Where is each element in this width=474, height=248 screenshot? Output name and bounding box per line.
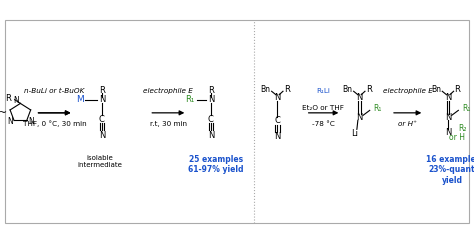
Text: 25 examples
61-97% yield: 25 examples 61-97% yield	[188, 155, 244, 174]
Text: Bn: Bn	[431, 85, 441, 94]
Text: R₁: R₁	[462, 104, 470, 113]
Text: N: N	[99, 131, 105, 140]
Text: C: C	[99, 115, 105, 124]
Text: R₁: R₁	[373, 104, 382, 113]
Text: N: N	[445, 128, 451, 137]
Text: N: N	[28, 117, 34, 126]
Text: N: N	[208, 131, 214, 140]
Text: 16 examples
23%-quant.
yield: 16 examples 23%-quant. yield	[426, 155, 474, 185]
Text: R: R	[208, 86, 214, 95]
Text: -78 °C: -78 °C	[312, 121, 335, 127]
Text: N: N	[14, 96, 19, 105]
Text: THF, 0 °C, 30 min: THF, 0 °C, 30 min	[23, 121, 86, 127]
Text: R: R	[6, 94, 11, 103]
Text: N: N	[8, 117, 13, 126]
Text: isolable
intermediate: isolable intermediate	[77, 155, 122, 168]
Text: C: C	[208, 115, 214, 124]
Text: R₁: R₁	[185, 95, 194, 104]
Text: Et₂O or THF: Et₂O or THF	[302, 105, 344, 111]
Text: N: N	[99, 95, 105, 104]
Text: electrophile E: electrophile E	[143, 88, 193, 93]
Text: R: R	[99, 86, 105, 95]
Text: n-BuLi or t-BuOK: n-BuLi or t-BuOK	[24, 88, 85, 93]
Text: N: N	[274, 132, 281, 141]
Text: electrophile E: electrophile E	[383, 88, 433, 93]
Text: C: C	[274, 116, 280, 125]
Text: N: N	[445, 93, 451, 102]
Text: R: R	[455, 85, 460, 94]
Text: Bn: Bn	[342, 85, 353, 94]
Text: or H⁺: or H⁺	[398, 121, 417, 127]
Text: N: N	[274, 93, 281, 102]
Text: R₂: R₂	[458, 124, 466, 133]
Text: r.t, 30 min: r.t, 30 min	[150, 121, 187, 127]
Text: N: N	[356, 113, 363, 122]
Text: Bn: Bn	[260, 85, 271, 94]
Text: R₁Li: R₁Li	[316, 88, 330, 93]
Text: N: N	[208, 95, 214, 104]
Text: Li: Li	[351, 129, 358, 138]
Text: or H: or H	[449, 133, 465, 142]
Text: N: N	[445, 113, 451, 122]
Text: R: R	[366, 85, 372, 94]
Bar	[5, 20, 469, 223]
Text: R: R	[284, 85, 290, 94]
Text: M: M	[76, 95, 83, 104]
Text: ~: ~	[0, 108, 7, 118]
Text: N: N	[356, 93, 363, 102]
